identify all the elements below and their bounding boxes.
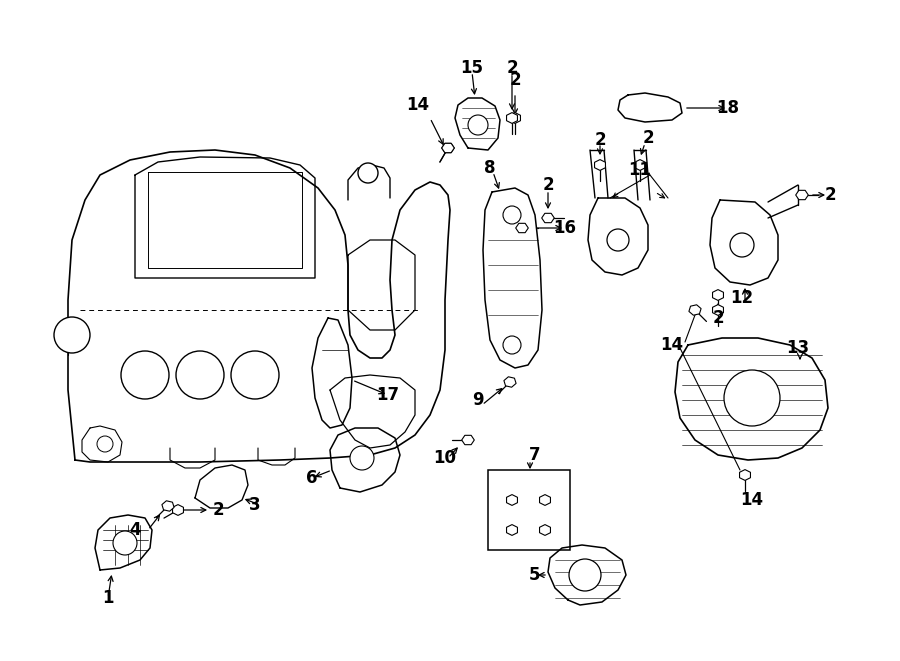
Text: 2: 2 bbox=[542, 176, 554, 194]
Text: 10: 10 bbox=[434, 449, 456, 467]
Text: 18: 18 bbox=[716, 99, 740, 117]
Text: 17: 17 bbox=[376, 386, 400, 404]
Circle shape bbox=[121, 351, 169, 399]
Circle shape bbox=[113, 531, 137, 555]
Text: 2: 2 bbox=[824, 186, 836, 204]
Text: 2: 2 bbox=[643, 129, 653, 147]
Polygon shape bbox=[442, 143, 454, 153]
Circle shape bbox=[468, 115, 488, 135]
Text: 1: 1 bbox=[103, 589, 113, 607]
Polygon shape bbox=[162, 501, 174, 511]
Text: 2: 2 bbox=[506, 59, 518, 77]
Text: 7: 7 bbox=[529, 446, 541, 464]
Polygon shape bbox=[634, 159, 645, 171]
Text: 9: 9 bbox=[472, 391, 484, 409]
Text: 2: 2 bbox=[509, 71, 521, 89]
Text: 6: 6 bbox=[306, 469, 318, 487]
Polygon shape bbox=[539, 525, 551, 535]
Polygon shape bbox=[509, 112, 520, 124]
Text: 15: 15 bbox=[461, 59, 483, 77]
Circle shape bbox=[569, 559, 601, 591]
Text: 14: 14 bbox=[741, 491, 763, 509]
Text: 3: 3 bbox=[249, 496, 261, 514]
Polygon shape bbox=[539, 494, 551, 506]
Circle shape bbox=[607, 229, 629, 251]
Circle shape bbox=[54, 317, 90, 353]
Polygon shape bbox=[95, 515, 152, 570]
Circle shape bbox=[97, 436, 113, 452]
Circle shape bbox=[176, 351, 224, 399]
Polygon shape bbox=[675, 338, 828, 460]
Polygon shape bbox=[442, 143, 454, 153]
Polygon shape bbox=[588, 198, 648, 275]
Polygon shape bbox=[330, 428, 400, 492]
Text: 14: 14 bbox=[407, 96, 429, 114]
Circle shape bbox=[730, 233, 754, 257]
Polygon shape bbox=[483, 188, 542, 368]
Text: 11: 11 bbox=[628, 161, 652, 179]
Polygon shape bbox=[507, 525, 517, 535]
Text: 2: 2 bbox=[712, 309, 724, 327]
Polygon shape bbox=[173, 504, 184, 516]
Text: 13: 13 bbox=[787, 339, 810, 357]
Polygon shape bbox=[462, 436, 474, 445]
Text: 4: 4 bbox=[130, 521, 140, 539]
Polygon shape bbox=[504, 377, 516, 387]
Polygon shape bbox=[542, 214, 554, 223]
Polygon shape bbox=[455, 98, 500, 150]
Text: 8: 8 bbox=[484, 159, 496, 177]
FancyBboxPatch shape bbox=[488, 470, 570, 550]
Polygon shape bbox=[507, 494, 517, 506]
Circle shape bbox=[350, 446, 374, 470]
Circle shape bbox=[503, 206, 521, 224]
Polygon shape bbox=[688, 305, 701, 315]
Polygon shape bbox=[507, 112, 517, 124]
Circle shape bbox=[358, 163, 378, 183]
Polygon shape bbox=[710, 200, 778, 285]
Circle shape bbox=[724, 370, 780, 426]
Text: 16: 16 bbox=[554, 219, 577, 237]
Text: 2: 2 bbox=[212, 501, 224, 519]
Text: 14: 14 bbox=[661, 336, 684, 354]
Polygon shape bbox=[595, 159, 606, 171]
Polygon shape bbox=[516, 223, 528, 233]
Polygon shape bbox=[195, 465, 248, 508]
Circle shape bbox=[503, 336, 521, 354]
Polygon shape bbox=[312, 318, 352, 428]
Text: 12: 12 bbox=[731, 289, 753, 307]
Polygon shape bbox=[713, 290, 724, 300]
Text: 5: 5 bbox=[529, 566, 541, 584]
Polygon shape bbox=[740, 469, 751, 481]
Text: 2: 2 bbox=[594, 131, 606, 149]
Polygon shape bbox=[68, 150, 450, 462]
Polygon shape bbox=[618, 93, 682, 122]
Polygon shape bbox=[713, 305, 724, 315]
Polygon shape bbox=[548, 545, 626, 605]
Circle shape bbox=[231, 351, 279, 399]
Polygon shape bbox=[796, 190, 808, 200]
